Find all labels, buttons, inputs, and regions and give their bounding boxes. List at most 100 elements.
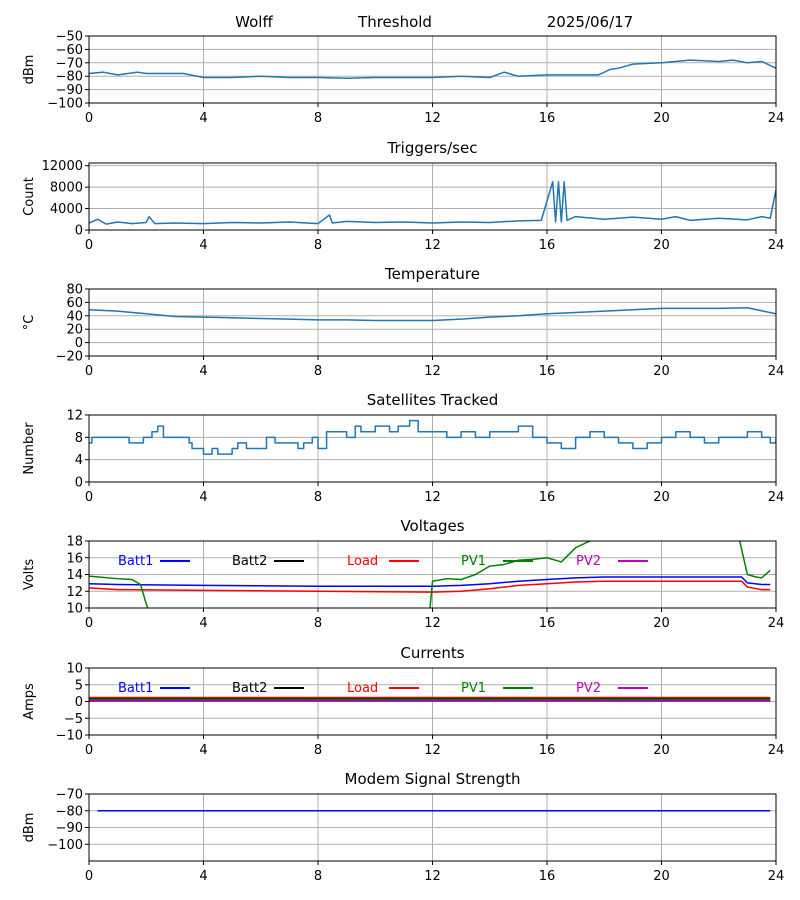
x-tick-label: 4 bbox=[199, 490, 207, 505]
x-tick-label: 24 bbox=[768, 238, 785, 253]
x-tick-label: 16 bbox=[539, 111, 556, 126]
series-group bbox=[89, 419, 776, 455]
x-tick-label: 20 bbox=[653, 869, 670, 884]
x-tick-label: 12 bbox=[424, 743, 441, 758]
y-tick-label: 40 bbox=[66, 309, 83, 324]
x-tick-label: 24 bbox=[768, 869, 785, 884]
x-tick-label: 8 bbox=[314, 490, 322, 505]
panel-4: 0 4 8 12 16 20 24 0 4 8 12 Satellites Tracked Number bbox=[22, 391, 784, 505]
x-tick-label: 4 bbox=[199, 743, 207, 758]
x-tick-label: 12 bbox=[424, 616, 441, 631]
y-tick-label: 0 bbox=[75, 476, 83, 491]
y-tick-label: 12000 bbox=[42, 159, 83, 174]
y-tick-label: −20 bbox=[56, 350, 83, 365]
y-tick-label: 14 bbox=[66, 568, 83, 583]
y-tick-label: 5 bbox=[75, 678, 83, 693]
y-tick-label: −50 bbox=[56, 30, 83, 45]
y-tick-label: 4 bbox=[75, 453, 83, 468]
series-group bbox=[89, 59, 776, 79]
y-tick-label: −10 bbox=[56, 729, 83, 744]
series-group bbox=[89, 181, 776, 225]
x-tick-label: 0 bbox=[85, 869, 93, 884]
y-tick-label: 4000 bbox=[50, 202, 83, 217]
series-group bbox=[89, 696, 771, 702]
panel-2: 0 4 8 12 16 20 24 0 4000 8000 12000 Triggers/sec Cou… bbox=[22, 139, 784, 253]
y-tick-label: 8000 bbox=[50, 181, 83, 196]
y-tick-label: 18 bbox=[66, 535, 83, 550]
y-tick-label: −100 bbox=[47, 97, 83, 112]
x-tick-label: 4 bbox=[199, 869, 207, 884]
x-tick-label: 20 bbox=[653, 238, 670, 253]
x-tick-label: 0 bbox=[85, 616, 93, 631]
x-tick-label: 16 bbox=[539, 869, 556, 884]
y-axis-label: Amps bbox=[22, 683, 37, 720]
panel-title: Satellites Tracked bbox=[367, 391, 498, 409]
y-tick-label: 20 bbox=[66, 323, 83, 338]
x-tick-label: 12 bbox=[424, 869, 441, 884]
x-tick-label: 0 bbox=[85, 111, 93, 126]
panel-7: 0 4 8 12 16 20 24 −100 −90 −80−70 Modem Signal Str… bbox=[22, 770, 784, 884]
series-line-1 bbox=[89, 419, 776, 455]
x-tick-label: 20 bbox=[653, 364, 670, 379]
x-tick-label: 16 bbox=[539, 238, 556, 253]
x-tick-label: 12 bbox=[424, 111, 441, 126]
x-tick-label: 4 bbox=[199, 238, 207, 253]
panel-6: 0 4 8 12 16 20 24 −10 −5 0 510 Currents Amps Batt1 Bat… bbox=[22, 644, 784, 758]
legend-label-PV1: PV1 bbox=[461, 681, 486, 696]
legend-label-PV2: PV2 bbox=[576, 554, 601, 569]
x-tick-label: 8 bbox=[314, 616, 322, 631]
x-tick-label: 20 bbox=[653, 743, 670, 758]
legend-label-Load: Load bbox=[347, 554, 378, 569]
series-line-Batt1 bbox=[89, 576, 771, 587]
series-line-Load bbox=[89, 580, 771, 593]
x-tick-label: 16 bbox=[539, 490, 556, 505]
x-tick-label: 8 bbox=[314, 743, 322, 758]
x-tick-label: 12 bbox=[424, 364, 441, 379]
x-tick-label: 20 bbox=[653, 490, 670, 505]
y-tick-label: 12 bbox=[66, 585, 83, 600]
y-axis-label: Count bbox=[22, 177, 37, 216]
x-tick-label: 0 bbox=[85, 238, 93, 253]
y-tick-label: 0 bbox=[75, 224, 83, 239]
y-tick-label: 12 bbox=[66, 409, 83, 424]
y-axis-label: Number bbox=[22, 422, 37, 475]
x-tick-label: 24 bbox=[768, 743, 785, 758]
y-tick-label: 60 bbox=[66, 296, 83, 311]
series-line-PV1 bbox=[89, 541, 771, 608]
y-tick-label: −80 bbox=[56, 804, 83, 819]
x-tick-label: 8 bbox=[314, 111, 322, 126]
x-tick-label: 8 bbox=[314, 238, 322, 253]
legend-label-Batt2: Batt2 bbox=[232, 554, 267, 569]
y-tick-label: 0 bbox=[75, 695, 83, 710]
x-tick-label: 4 bbox=[199, 364, 207, 379]
series-line-1 bbox=[89, 59, 776, 79]
panel-title: Currents bbox=[400, 644, 464, 662]
panel-1: 0 4 8 12 16 20 24 −100−90−80−70−60−50 dBm bbox=[22, 30, 784, 127]
legend-label-Batt1: Batt1 bbox=[118, 681, 153, 696]
panel-title: Temperature bbox=[384, 265, 480, 283]
header-date: 2025/06/17 bbox=[547, 13, 633, 31]
x-tick-label: 16 bbox=[539, 743, 556, 758]
y-tick-label: 0 bbox=[75, 336, 83, 351]
y-tick-label: 8 bbox=[75, 431, 83, 446]
series-line-1 bbox=[89, 307, 776, 322]
x-tick-label: 20 bbox=[653, 616, 670, 631]
legend-label-Load: Load bbox=[347, 681, 378, 696]
x-tick-label: 0 bbox=[85, 364, 93, 379]
x-tick-label: 16 bbox=[539, 364, 556, 379]
y-tick-label: −5 bbox=[64, 712, 83, 727]
legend-label-Batt2: Batt2 bbox=[232, 681, 267, 696]
x-tick-label: 12 bbox=[424, 238, 441, 253]
y-tick-label: −100 bbox=[47, 838, 83, 853]
y-tick-label: −70 bbox=[56, 788, 83, 803]
panel-title: Modem Signal Strength bbox=[345, 770, 521, 788]
series-line-1 bbox=[89, 181, 776, 225]
y-tick-label: 10 bbox=[66, 662, 83, 677]
y-tick-label: −90 bbox=[56, 821, 83, 836]
y-tick-label: −80 bbox=[56, 70, 83, 85]
x-tick-label: 24 bbox=[768, 364, 785, 379]
x-tick-label: 4 bbox=[199, 111, 207, 126]
